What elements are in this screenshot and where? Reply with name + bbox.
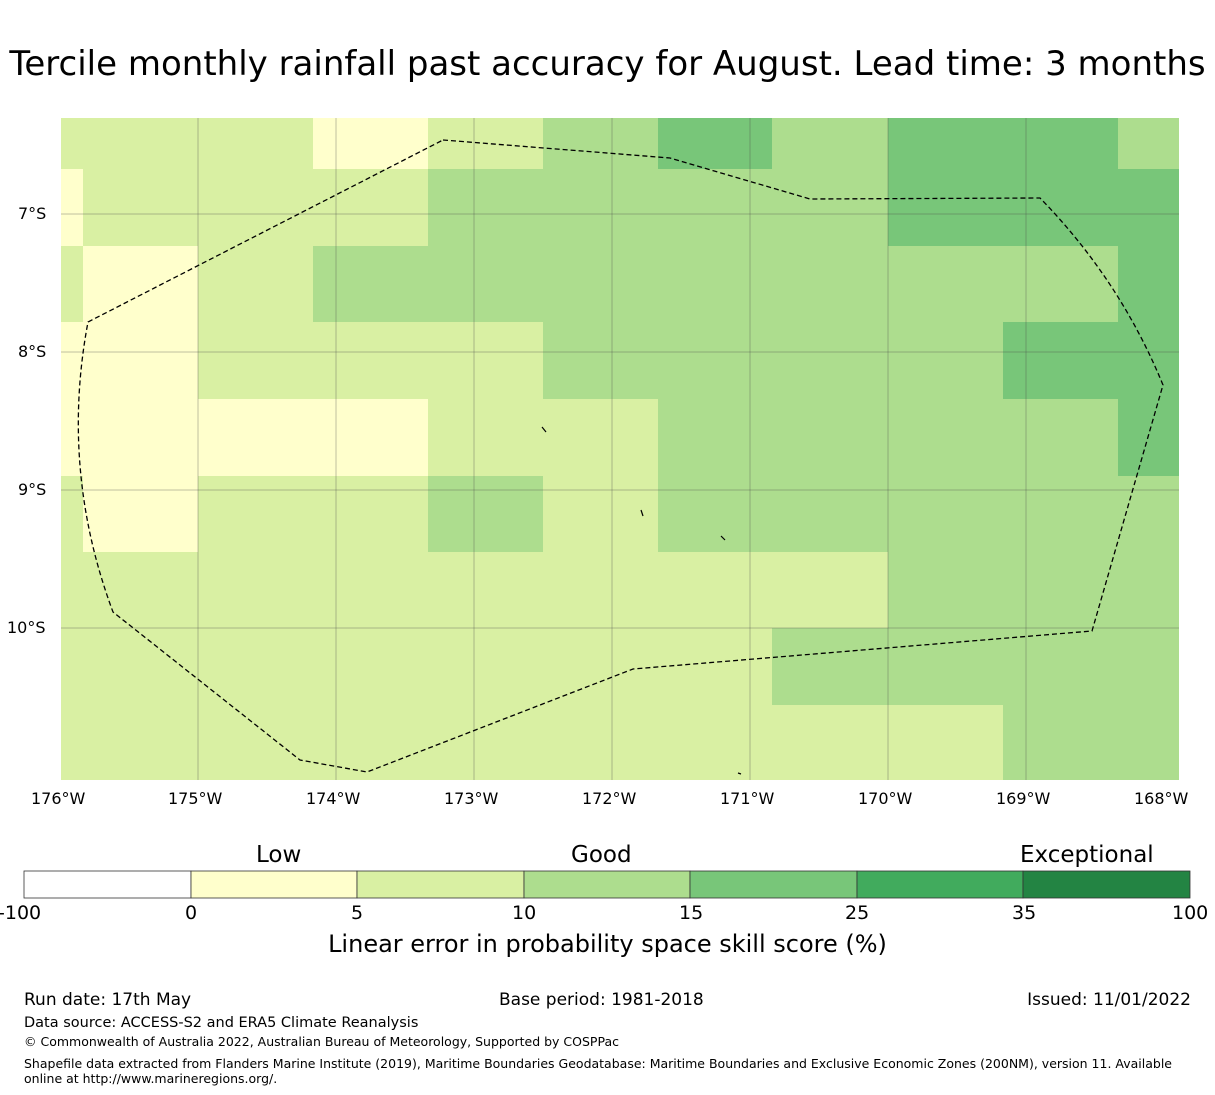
grid-cell (888, 118, 1118, 169)
colorbar-tick: 0 (185, 902, 198, 924)
colorbar-tick: -100 (0, 902, 42, 924)
colorbar (23, 870, 1191, 899)
grid-cell (428, 476, 543, 552)
grid-cell (543, 322, 1003, 399)
grid-cell (658, 476, 1179, 552)
grid-cell (313, 118, 428, 169)
islands (541, 426, 742, 775)
base-period: Base period: 1981-2018 (499, 990, 704, 1010)
shapefile-note: Shapefile data extracted from Flanders M… (24, 1056, 1172, 1086)
lat-label: 7°S (18, 204, 47, 223)
lat-label: 10°S (7, 618, 46, 637)
grid-cell (61, 322, 198, 476)
grid-cell (313, 246, 888, 322)
colorbar-tick: 10 (512, 902, 537, 924)
lon-label: 170°W (858, 789, 913, 808)
issued-date: Issued: 11/01/2022 (1027, 990, 1191, 1010)
grid-cell (1118, 246, 1179, 322)
colorbar-tick: 5 (351, 902, 364, 924)
grid-cell (198, 399, 428, 476)
lat-label: 8°S (18, 342, 47, 361)
grid-cell (772, 118, 888, 169)
island (541, 426, 547, 433)
grid-cell (543, 118, 658, 169)
colorbar-segment (190, 870, 358, 899)
grid-cell (83, 476, 198, 552)
run-date: Run date: 17th May (24, 990, 192, 1010)
colorbar-segment (23, 870, 192, 899)
grid-cell (658, 118, 772, 169)
colorbar-segment (856, 870, 1024, 899)
island (720, 535, 726, 541)
colorbar-title: Linear error in probability space skill … (328, 930, 887, 958)
colorbar-tick: 15 (679, 902, 704, 924)
graticule (61, 118, 1179, 780)
lon-label: 174°W (306, 789, 361, 808)
colorbar-category-exceptional: Exceptional (1020, 842, 1154, 868)
colorbar-category-low: Low (256, 842, 302, 868)
grid-cell (772, 628, 1179, 705)
colorbar-segment (1022, 870, 1191, 899)
colorbar-tick: 35 (1012, 902, 1037, 924)
lon-label: 168°W (1134, 789, 1189, 808)
colorbar-segment (523, 870, 691, 899)
grid-cell (888, 552, 1179, 628)
colorbar-category-good: Good (571, 842, 632, 868)
island (737, 772, 742, 775)
lon-label: 176°W (31, 789, 86, 808)
grid-cell (888, 246, 1118, 322)
copyright: © Commonwealth of Australia 2022, Austra… (24, 1034, 619, 1049)
lon-label: 175°W (168, 789, 223, 808)
grid-cell (888, 169, 1179, 246)
lon-label: 172°W (582, 789, 637, 808)
lon-label: 171°W (720, 789, 775, 808)
lat-label: 9°S (18, 480, 47, 499)
colorbar-tick: 25 (845, 902, 870, 924)
colorbar-segment (356, 870, 525, 899)
grid-cell (1003, 705, 1179, 780)
lon-label: 169°W (996, 789, 1051, 808)
data-source: Data source: ACCESS-S2 and ERA5 Climate … (24, 1015, 419, 1031)
colorbar-tick: 100 (1172, 902, 1209, 924)
colorbar-segment (689, 870, 858, 899)
skill-grid (61, 118, 1179, 780)
eez-boundary (77, 139, 1164, 773)
island (640, 509, 644, 517)
grid-cell (428, 169, 888, 246)
grid-cell (61, 169, 83, 246)
grid-cell (1118, 118, 1179, 169)
grid-cell (1003, 322, 1179, 399)
page-title: Tercile monthly rainfall past accuracy f… (9, 44, 1206, 84)
lon-label: 173°W (444, 789, 499, 808)
